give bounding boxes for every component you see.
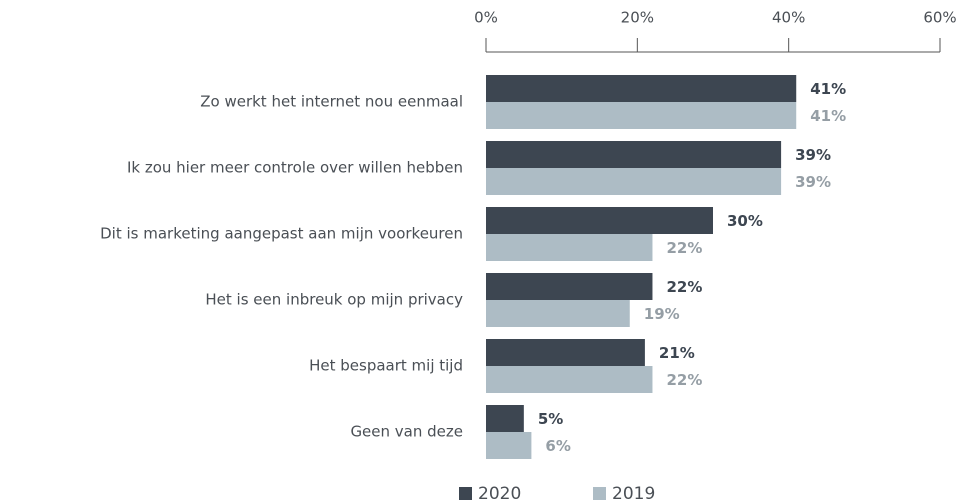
category-label: Dit is marketing aangepast aan mijn voor…	[100, 225, 463, 243]
x-tick-label: 0%	[474, 9, 498, 27]
legend-swatch	[593, 487, 606, 500]
value-label: 6%	[545, 437, 570, 455]
value-label: 22%	[666, 278, 702, 296]
category-label: Zo werkt het internet nou eenmaal	[200, 93, 463, 111]
category-label: Geen van deze	[350, 423, 463, 441]
bar	[486, 273, 653, 300]
bar	[486, 234, 653, 261]
bar	[486, 432, 532, 459]
value-label: 30%	[727, 212, 763, 230]
bar	[486, 207, 713, 234]
x-tick-label: 20%	[621, 9, 654, 27]
bar	[486, 168, 782, 195]
legend-label: 2019	[612, 484, 655, 504]
legend-label: 2020	[478, 484, 521, 504]
legend-swatch	[459, 487, 472, 500]
value-label: 41%	[810, 80, 846, 98]
bar	[486, 366, 653, 393]
value-label: 19%	[644, 305, 680, 323]
bar	[486, 75, 797, 102]
value-label: 41%	[810, 107, 846, 125]
bar	[486, 339, 645, 366]
value-label: 39%	[795, 173, 831, 191]
bar	[486, 405, 524, 432]
bar	[486, 102, 797, 129]
value-label: 22%	[666, 371, 702, 389]
value-label: 21%	[659, 344, 695, 362]
value-label: 22%	[666, 239, 702, 257]
x-tick-label: 60%	[923, 9, 956, 27]
category-label: Het bespaart mij tijd	[309, 357, 463, 375]
category-label: Ik zou hier meer controle over willen he…	[127, 159, 463, 177]
value-label: 5%	[538, 410, 563, 428]
value-label: 39%	[795, 146, 831, 164]
category-label: Het is een inbreuk op mijn privacy	[205, 291, 463, 309]
bar	[486, 300, 630, 327]
x-tick-label: 40%	[772, 9, 805, 27]
bar	[486, 141, 782, 168]
